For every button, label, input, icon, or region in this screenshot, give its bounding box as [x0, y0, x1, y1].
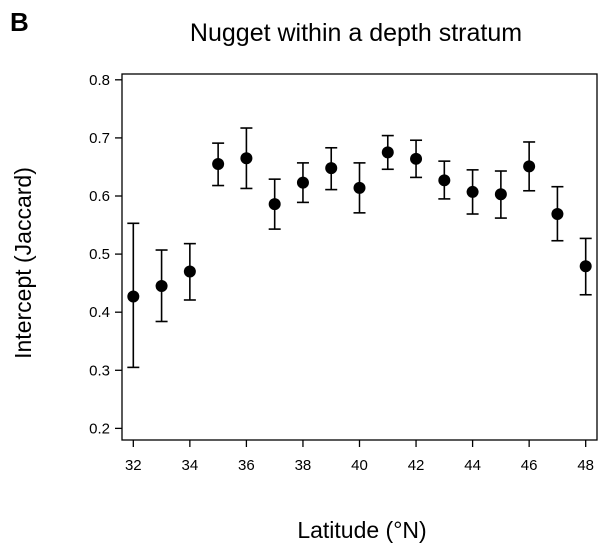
data-point — [212, 158, 225, 171]
x-tick-label: 42 — [408, 457, 425, 474]
data-point — [155, 280, 168, 293]
data-point — [240, 152, 253, 165]
data-point — [353, 181, 366, 194]
x-tick-label: 38 — [295, 457, 312, 474]
x-axis-label: Latitude (°N) — [297, 517, 426, 543]
y-axis: 0.2 0.3 0.4 0.5 0.6 0.7 0.8 — [89, 72, 122, 437]
x-tick-label: 40 — [351, 457, 368, 474]
data-point — [183, 265, 196, 278]
x-tick-label: 44 — [464, 457, 481, 474]
y-tick-label: 0.8 — [89, 72, 110, 89]
x-tick-label: 34 — [182, 457, 199, 474]
data-point — [410, 152, 423, 165]
x-tick-label: 32 — [125, 457, 142, 474]
y-tick-label: 0.6 — [89, 188, 110, 205]
y-tick-label: 0.7 — [89, 130, 110, 147]
data-point — [494, 188, 507, 201]
data-point — [579, 260, 592, 273]
plot-frame — [121, 73, 598, 441]
data-point — [381, 146, 394, 159]
data-point — [551, 208, 564, 221]
data-point — [127, 290, 140, 303]
data-point — [325, 162, 338, 175]
x-axis: 32 34 36 38 40 42 44 46 48 — [125, 440, 594, 474]
data-series — [127, 127, 592, 369]
data-point — [438, 174, 451, 187]
data-point — [268, 198, 281, 211]
chart-title: Nugget within a depth stratum — [190, 19, 522, 47]
y-tick-label: 0.2 — [89, 420, 110, 437]
x-tick-label: 36 — [238, 457, 255, 474]
panel-label: B — [10, 7, 29, 37]
x-tick-label: 46 — [521, 457, 538, 474]
data-point — [466, 185, 479, 198]
data-point — [296, 176, 309, 189]
y-tick-label: 0.4 — [89, 304, 110, 321]
data-point — [523, 160, 536, 173]
y-axis-label: Intercept (Jaccard) — [10, 167, 36, 359]
y-tick-label: 0.3 — [89, 362, 110, 379]
x-tick-label: 48 — [577, 457, 594, 474]
y-tick-label: 0.5 — [89, 246, 110, 263]
